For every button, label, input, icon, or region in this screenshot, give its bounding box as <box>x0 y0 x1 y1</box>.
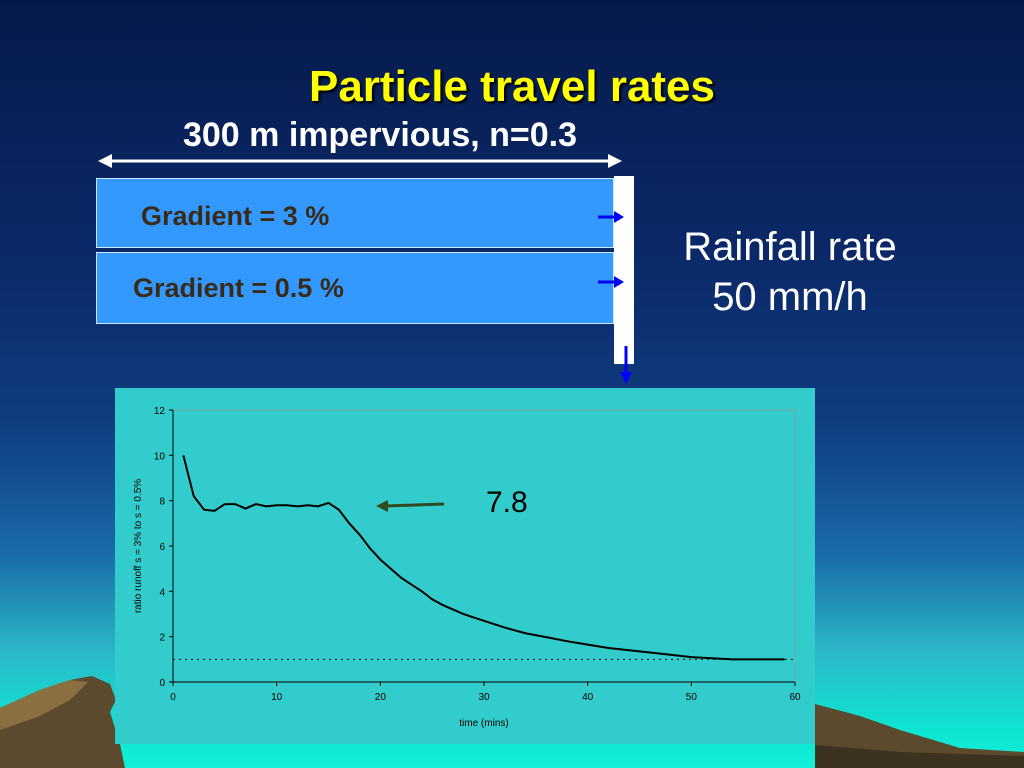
y-axis-label: ratio runoff s = 3% to s = 0.5% <box>133 479 144 613</box>
gradient-3pct-label: Gradient = 3 % <box>141 201 330 231</box>
x-axis-label: time (mins) <box>459 718 508 729</box>
annotation-value: 7.8 <box>486 486 528 519</box>
x-tick-label: 50 <box>686 692 698 703</box>
annotation-arrow-icon <box>376 500 445 512</box>
runoff-ratio-line <box>182 455 785 661</box>
x-tick-label: 60 <box>789 692 801 703</box>
x-tick-label: 30 <box>478 692 490 703</box>
gradient-bar-05pct: Gradient = 0.5 % <box>96 252 614 324</box>
chart-panel: 0 2 4 6 8 10 12 0 10 20 30 40 50 60 time (mins) ratio r… <box>115 388 815 744</box>
flow-arrow-icon-2 <box>598 276 624 288</box>
y-tick-label: 8 <box>159 497 165 508</box>
gradient-05pct-label: Gradient = 0.5 % <box>133 273 344 303</box>
y-tick-label: 12 <box>154 406 166 417</box>
x-tick-label: 20 <box>375 692 387 703</box>
runoff-ratio-chart: 0 2 4 6 8 10 12 0 10 20 30 40 50 60 time (mins) ratio r… <box>133 406 801 729</box>
y-tick-label: 10 <box>154 451 166 462</box>
flow-arrows <box>598 211 632 384</box>
down-arrow-icon <box>620 346 632 384</box>
gradient-bar-3pct: Gradient = 3 % <box>96 178 614 248</box>
x-tick-label: 40 <box>582 692 594 703</box>
y-tick-label: 4 <box>159 587 165 598</box>
slide-subtitle: 300 m impervious, n=0.3 <box>182 116 578 154</box>
rainfall-rate-text: Rainfall rate 50 mm/h <box>650 222 930 322</box>
flow-arrow-icon-1 <box>598 211 624 223</box>
rainfall-rate-value: 50 mm/h <box>712 275 868 319</box>
x-tick-label: 10 <box>271 692 283 703</box>
y-tick-label: 2 <box>159 633 165 644</box>
slide-title: Particle travel rates <box>308 62 716 111</box>
rainfall-rate-label: Rainfall rate <box>683 225 897 269</box>
plot-area-border <box>172 409 796 683</box>
y-tick-label: 6 <box>159 542 165 553</box>
x-tick-label: 0 <box>170 692 176 703</box>
outlet-channel <box>614 176 634 364</box>
y-tick-label: 0 <box>159 678 165 689</box>
length-dimension-arrow <box>98 154 622 168</box>
